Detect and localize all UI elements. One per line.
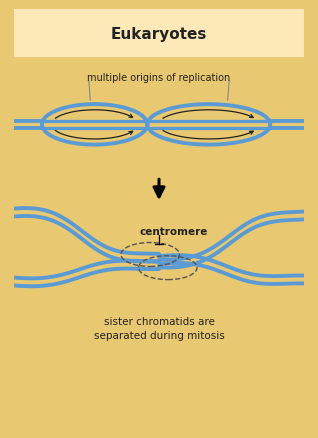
Text: centromere: centromere [139,226,208,237]
Text: Eukaryotes: Eukaryotes [111,27,207,42]
FancyBboxPatch shape [13,9,305,59]
Text: multiple origins of replication: multiple origins of replication [87,72,231,82]
Text: sister chromatids are
separated during mitosis: sister chromatids are separated during m… [93,316,225,340]
